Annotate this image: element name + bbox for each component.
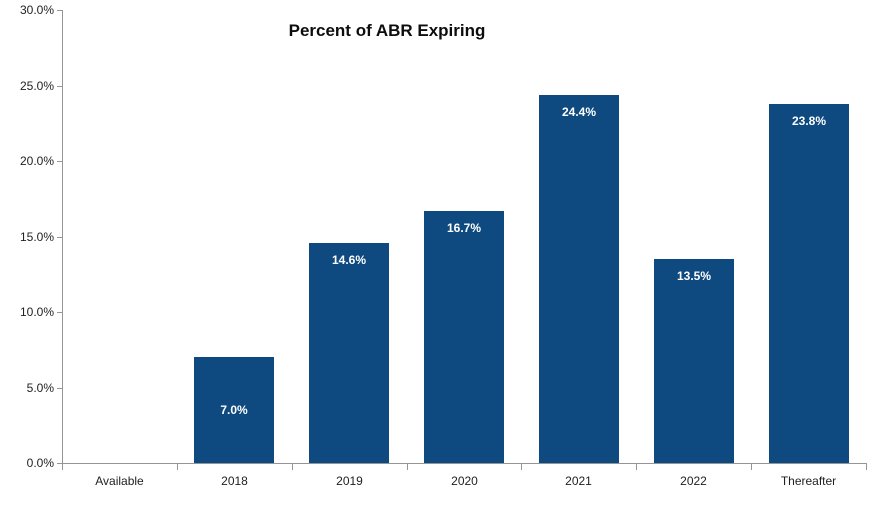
bar-data-label: 13.5% bbox=[676, 269, 712, 283]
y-tick-label: 15.0% bbox=[19, 230, 54, 244]
y-tick bbox=[57, 312, 62, 313]
y-tick bbox=[57, 161, 62, 162]
y-tick bbox=[57, 10, 62, 11]
bar: 14.6% bbox=[309, 243, 389, 463]
y-tick bbox=[57, 463, 62, 464]
y-tick-label: 20.0% bbox=[19, 154, 54, 168]
x-tick bbox=[751, 464, 752, 470]
y-tick bbox=[57, 388, 62, 389]
bar-data-label: 23.8% bbox=[791, 114, 827, 128]
x-tick bbox=[407, 464, 408, 470]
bar: 13.5% bbox=[654, 259, 734, 463]
x-axis-line bbox=[62, 463, 867, 464]
x-category-label: Available bbox=[95, 474, 144, 488]
y-tick bbox=[57, 86, 62, 87]
y-tick bbox=[57, 237, 62, 238]
x-category-label: 2021 bbox=[565, 474, 592, 488]
x-category-label: 2020 bbox=[451, 474, 478, 488]
y-axis-line bbox=[62, 10, 63, 464]
bar: 24.4% bbox=[539, 95, 619, 463]
bar-data-label: 24.4% bbox=[561, 105, 597, 119]
bar-data-label: 7.0% bbox=[220, 403, 248, 417]
x-tick bbox=[521, 464, 522, 470]
y-tick-label: 30.0% bbox=[19, 3, 54, 17]
y-tick-label: 10.0% bbox=[19, 305, 54, 319]
chart-title: Percent of ABR Expiring bbox=[288, 21, 486, 40]
x-category-label: Thereafter bbox=[780, 474, 837, 488]
bar: 16.7% bbox=[424, 211, 504, 463]
y-tick-label: 0.0% bbox=[26, 456, 54, 470]
x-category-label: 2022 bbox=[680, 474, 707, 488]
x-tick bbox=[636, 464, 637, 470]
y-tick-label: 25.0% bbox=[19, 79, 54, 93]
x-tick bbox=[292, 464, 293, 470]
bar-data-label: 14.6% bbox=[331, 253, 367, 267]
x-tick bbox=[866, 464, 867, 470]
bar: 23.8% bbox=[769, 104, 849, 463]
x-tick bbox=[177, 464, 178, 470]
y-tick-label: 5.0% bbox=[26, 381, 54, 395]
x-category-label: 2018 bbox=[221, 474, 248, 488]
bar: 7.0% bbox=[194, 357, 274, 463]
x-tick bbox=[62, 464, 63, 470]
x-category-label: 2019 bbox=[336, 474, 363, 488]
bar-data-label: 16.7% bbox=[446, 221, 482, 235]
